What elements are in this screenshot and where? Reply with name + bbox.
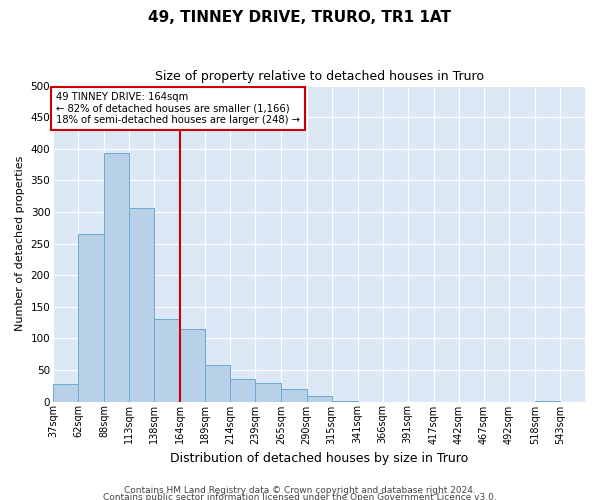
Bar xyxy=(256,382,281,402)
X-axis label: Distribution of detached houses by size in Truro: Distribution of detached houses by size … xyxy=(170,452,468,465)
Bar xyxy=(205,365,230,402)
Text: 49 TINNEY DRIVE: 164sqm
← 82% of detached houses are smaller (1,166)
18% of semi: 49 TINNEY DRIVE: 164sqm ← 82% of detache… xyxy=(56,92,300,125)
Bar xyxy=(230,380,256,402)
Bar xyxy=(307,396,332,402)
Text: Contains HM Land Registry data © Crown copyright and database right 2024.: Contains HM Land Registry data © Crown c… xyxy=(124,486,476,495)
Bar xyxy=(104,153,129,402)
Bar xyxy=(281,389,307,402)
Title: Size of property relative to detached houses in Truro: Size of property relative to detached ho… xyxy=(155,70,484,83)
Y-axis label: Number of detached properties: Number of detached properties xyxy=(15,156,25,331)
Bar xyxy=(332,401,358,402)
Bar xyxy=(181,329,205,402)
Bar xyxy=(129,208,154,402)
Text: 49, TINNEY DRIVE, TRURO, TR1 1AT: 49, TINNEY DRIVE, TRURO, TR1 1AT xyxy=(149,10,452,25)
Bar xyxy=(53,384,78,402)
Bar xyxy=(535,401,560,402)
Text: Contains public sector information licensed under the Open Government Licence v3: Contains public sector information licen… xyxy=(103,494,497,500)
Bar xyxy=(78,234,104,402)
Bar xyxy=(154,320,181,402)
